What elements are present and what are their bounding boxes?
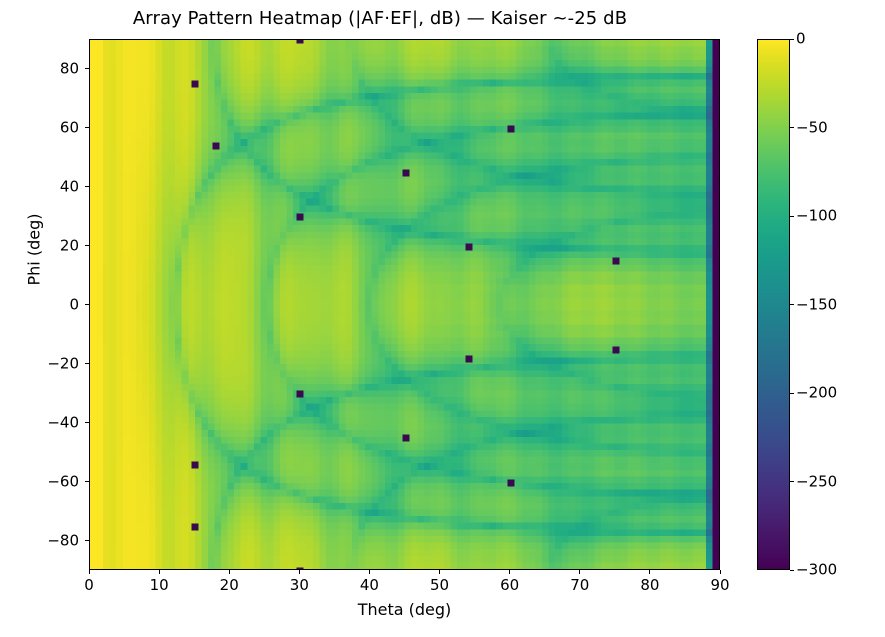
null-point-marker [191, 461, 199, 469]
y-tick-label: 60 [59, 118, 79, 136]
y-tick-label: 0 [69, 295, 79, 313]
null-point-marker [465, 355, 473, 363]
colorbar-tick [790, 481, 794, 483]
null-point-marker [612, 346, 620, 354]
colorbar-tick-label: −100 [796, 206, 838, 225]
null-point-marker [212, 142, 220, 150]
null-point-marker [612, 257, 620, 265]
chart-title: Array Pattern Heatmap (|AF·EF|, dB) — Ka… [132, 8, 628, 29]
x-tick [649, 570, 651, 574]
x-tick [439, 570, 441, 574]
y-tick-label: −40 [47, 413, 79, 431]
null-point-marker [191, 523, 199, 531]
x-tick [509, 570, 511, 574]
y-tick [85, 481, 89, 483]
null-point-marker [191, 80, 199, 88]
colorbar-tick [790, 215, 794, 217]
null-point-marker [296, 213, 304, 221]
null-point-marker [296, 567, 304, 569]
y-tick-label: −20 [47, 354, 79, 372]
y-tick [85, 127, 89, 129]
colorbar-tick-label: −200 [796, 383, 838, 402]
x-tick-label: 90 [710, 576, 730, 594]
x-tick-label: 0 [84, 576, 94, 594]
colorbar-tick-label: −300 [796, 560, 838, 579]
x-axis-label: Theta (deg) [357, 600, 452, 619]
null-point-marker [402, 434, 409, 442]
y-tick-label: −80 [47, 531, 79, 549]
null-point-marker [296, 390, 304, 398]
colorbar-tick-label: 0 [796, 29, 806, 48]
colorbar-tick-label: −50 [796, 118, 828, 136]
y-tick-label: −60 [47, 472, 79, 490]
x-tick-label: 80 [640, 576, 660, 594]
heatmap-axes [89, 39, 720, 570]
null-point-marker [402, 169, 409, 177]
x-tick [368, 570, 371, 574]
x-tick-label: 20 [219, 576, 239, 594]
colorbar-tick [790, 127, 794, 129]
y-tick [85, 422, 89, 424]
null-point-marker [507, 125, 515, 132]
x-tick [719, 570, 721, 574]
y-tick [85, 540, 89, 542]
colorbar-tick-label: −250 [796, 472, 838, 490]
null-point-marker [465, 243, 473, 250]
colorbar-tick-label: −150 [796, 295, 838, 313]
x-tick-label: 40 [359, 576, 379, 594]
x-tick [579, 570, 581, 574]
y-tick [85, 186, 89, 188]
x-tick [158, 570, 160, 574]
colorbar-tick [790, 392, 794, 394]
x-tick-label: 70 [570, 576, 590, 594]
colorbar [757, 39, 790, 570]
heatmap-image [90, 40, 719, 569]
x-tick-label: 30 [289, 576, 309, 594]
y-tick-label: 80 [59, 59, 79, 77]
colorbar-tick [790, 304, 794, 306]
y-tick-label: 20 [59, 236, 79, 254]
x-tick-label: 60 [500, 576, 520, 594]
y-tick [85, 363, 89, 365]
y-tick [85, 68, 89, 70]
y-tick [85, 245, 89, 247]
x-tick [298, 570, 300, 574]
marker-layer [90, 40, 719, 569]
x-tick [88, 570, 90, 574]
null-point-marker [296, 40, 304, 44]
x-tick-label: 10 [149, 576, 169, 594]
y-tick-label: 40 [59, 177, 79, 195]
x-tick [228, 570, 230, 574]
colorbar-tick [790, 38, 794, 40]
x-tick-label: 50 [430, 576, 450, 594]
null-point-marker [507, 479, 515, 486]
y-tick [85, 304, 89, 306]
colorbar-tick [790, 569, 794, 571]
